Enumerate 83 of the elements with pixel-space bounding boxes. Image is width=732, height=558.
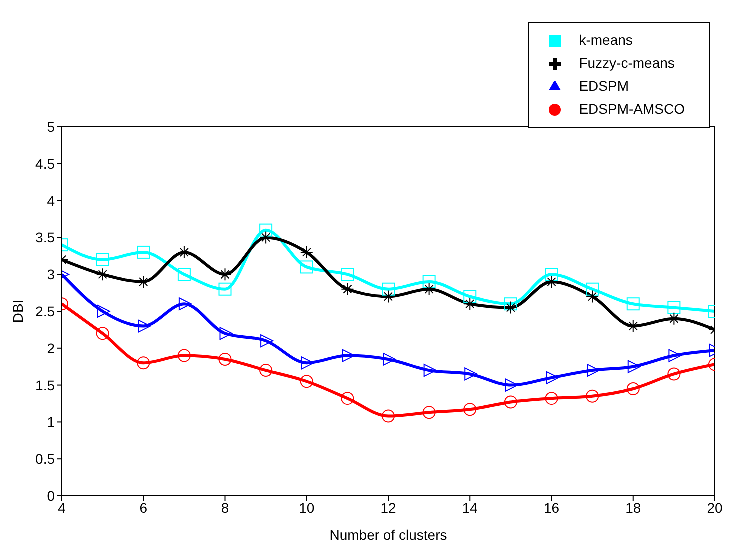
point <box>178 349 191 362</box>
point <box>137 275 150 288</box>
point <box>383 352 396 366</box>
point <box>545 392 558 406</box>
point <box>626 298 640 311</box>
point <box>464 298 477 311</box>
point <box>504 298 518 311</box>
point <box>586 282 600 296</box>
x-tick-label: 16 <box>544 500 560 516</box>
y-tick-label: 2 <box>47 340 56 356</box>
point <box>260 334 274 348</box>
y-tick-label: 4.5 <box>36 156 56 172</box>
point <box>97 305 110 318</box>
point <box>260 224 273 237</box>
point <box>178 268 191 282</box>
point <box>424 364 437 378</box>
point <box>586 390 600 403</box>
x-tick-label: 14 <box>462 500 478 516</box>
point <box>504 396 518 409</box>
legend-label: EDSPM-AMSCO <box>579 101 685 117</box>
point <box>382 410 395 423</box>
point <box>96 253 110 266</box>
point <box>464 368 478 381</box>
point <box>546 371 560 384</box>
point <box>422 275 436 288</box>
point <box>626 320 640 333</box>
y-tick-label: 1 <box>47 414 56 430</box>
point <box>178 246 191 259</box>
point <box>545 275 558 288</box>
point <box>464 290 477 304</box>
legend-label: EDSPM <box>579 78 629 94</box>
y-axis-title: DBI <box>10 300 26 324</box>
point <box>218 268 232 282</box>
y-tick-label: 0.5 <box>36 451 56 468</box>
y-tick-label: 3 <box>47 266 56 283</box>
point <box>668 349 682 362</box>
point <box>545 268 558 282</box>
point <box>301 356 314 370</box>
point <box>382 290 395 304</box>
point <box>300 246 314 259</box>
point <box>422 406 436 420</box>
legend-label: k-means <box>579 32 633 48</box>
y-tick-label: 5 <box>47 118 56 135</box>
point <box>341 392 354 406</box>
point <box>668 368 681 381</box>
point <box>505 378 518 392</box>
point <box>587 364 600 378</box>
point <box>96 327 110 340</box>
x-tick-label: 4 <box>58 500 66 516</box>
point <box>178 298 192 311</box>
x-tick-label: 10 <box>299 500 315 516</box>
y-tick-label: 3.5 <box>36 230 56 246</box>
x-tick-label: 12 <box>380 500 396 516</box>
y-tick-label: 0 <box>47 488 56 504</box>
point <box>341 282 354 296</box>
point <box>218 352 232 366</box>
point <box>138 320 152 333</box>
point <box>96 268 110 282</box>
point <box>586 290 600 304</box>
y-tick-label: 2.5 <box>36 303 56 320</box>
y-tick-label: 4 <box>47 192 56 209</box>
y-tick-label: 1.5 <box>36 377 56 394</box>
point <box>220 327 233 340</box>
point <box>382 282 395 296</box>
point <box>464 403 477 416</box>
point <box>628 360 641 374</box>
point <box>137 246 150 259</box>
point <box>668 301 681 314</box>
point <box>218 282 232 296</box>
x-tick-label: 8 <box>221 500 230 516</box>
point <box>260 364 273 378</box>
legend-label: Fuzzy-c-means <box>579 55 675 71</box>
point <box>342 349 356 362</box>
point <box>137 356 150 370</box>
x-axis-title: Number of clusters <box>330 527 448 543</box>
point <box>626 382 640 396</box>
point <box>300 260 314 274</box>
point <box>504 301 518 314</box>
point <box>300 375 314 388</box>
x-tick-label: 6 <box>140 500 148 516</box>
point <box>341 268 354 282</box>
x-tick-label: 18 <box>626 500 642 516</box>
x-tick-label: 20 <box>707 500 723 516</box>
